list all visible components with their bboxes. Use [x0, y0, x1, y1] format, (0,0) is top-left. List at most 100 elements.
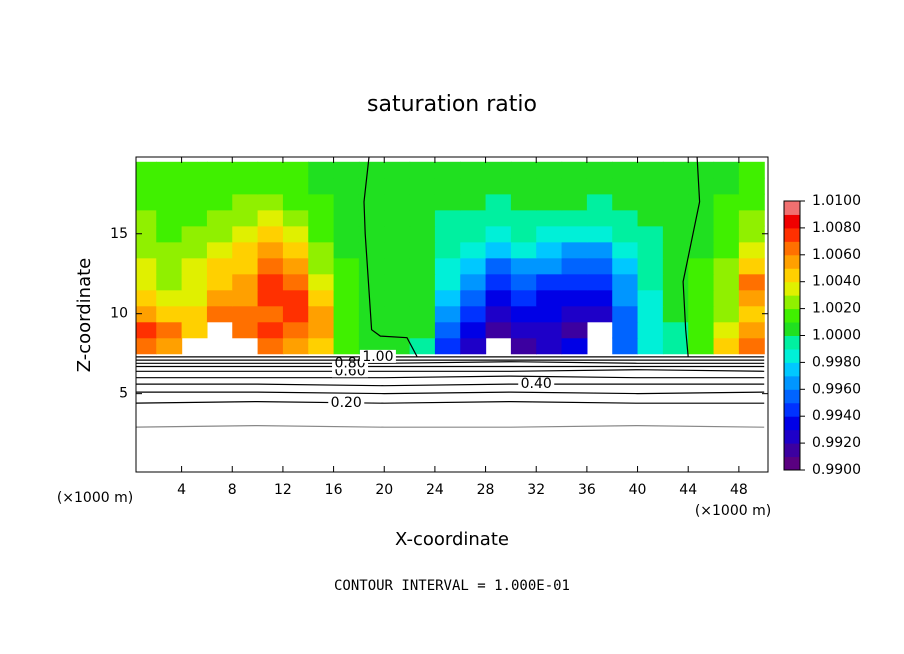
contour-line [136, 400, 765, 404]
field-cell [586, 177, 613, 195]
colorbar-swatch [784, 362, 800, 377]
field-cell [282, 273, 309, 291]
field-cell [612, 305, 639, 323]
field-cell [257, 161, 284, 179]
colorbar-tick-label: 0.9980 [812, 354, 861, 370]
field-cell [688, 273, 715, 291]
field-cell [409, 193, 436, 211]
colorbar-swatch [784, 443, 800, 458]
field-cell [232, 209, 259, 227]
field-cell [434, 257, 461, 275]
field-cell [409, 273, 436, 291]
field-cell [713, 273, 740, 291]
field-cell [384, 241, 411, 259]
field-cell [181, 193, 208, 211]
field-cell [713, 161, 740, 179]
contour-label: 0.80 [334, 355, 365, 371]
field-cell [384, 193, 411, 211]
field-cell [688, 305, 715, 323]
contour-label: 0.20 [331, 395, 362, 411]
field-cell [282, 161, 309, 179]
contour-line [136, 424, 765, 428]
field-cell [460, 193, 487, 211]
colorbar-tick-label: 0.9940 [812, 408, 861, 424]
field-cell [662, 241, 689, 259]
field-cell [662, 289, 689, 307]
contour-line [136, 361, 765, 364]
field-cell [662, 337, 689, 355]
field-cell [586, 289, 613, 307]
field-cell [688, 321, 715, 339]
field-cell [358, 209, 385, 227]
field-cell [156, 289, 183, 307]
field-cell [181, 209, 208, 227]
colorbar-swatch [784, 402, 800, 417]
field-cell [738, 241, 765, 259]
field-cell [257, 209, 284, 227]
field-cell [136, 225, 157, 243]
field-cell [384, 225, 411, 243]
field-cell [586, 273, 613, 291]
chart-title: saturation ratio [367, 92, 537, 117]
colorbar-swatch [784, 416, 800, 431]
colorbar-tick-label: 1.0000 [812, 328, 861, 344]
field-cell [257, 177, 284, 195]
field-cell [434, 241, 461, 259]
field-cell [460, 177, 487, 195]
field-cell [282, 241, 309, 259]
field-cell [232, 289, 259, 307]
field-cell [536, 177, 563, 195]
field-cell [181, 161, 208, 179]
field-cell [738, 161, 765, 179]
field-cell [738, 273, 765, 291]
field-cell [409, 337, 436, 355]
field-cell [612, 337, 639, 355]
y-tick-label: 15 [110, 226, 128, 242]
field-cell [358, 273, 385, 291]
field-cell [460, 273, 487, 291]
colorbar-tick-label: 1.0080 [812, 220, 861, 236]
field-cell [308, 177, 335, 195]
field-cell [485, 257, 512, 275]
field-cell [282, 209, 309, 227]
field-cell [688, 257, 715, 275]
field-cell [333, 273, 360, 291]
field-cell [586, 241, 613, 259]
field-cell [206, 257, 233, 275]
field-cell [282, 305, 309, 323]
field-cell [136, 241, 157, 259]
field-cell [409, 161, 436, 179]
field-cell [536, 289, 563, 307]
x-tick-label: 40 [629, 482, 647, 498]
field-cell [232, 321, 259, 339]
field-cell [181, 273, 208, 291]
field-cell [561, 193, 588, 211]
field-cell [688, 289, 715, 307]
field-cell [713, 193, 740, 211]
field-cell [612, 177, 639, 195]
field-cell [384, 305, 411, 323]
field-cell [510, 177, 537, 195]
field-cell [384, 273, 411, 291]
field-cell [637, 209, 664, 227]
field-cell [561, 305, 588, 323]
field-cell [536, 321, 563, 339]
field-cell [460, 289, 487, 307]
field-cell [282, 321, 309, 339]
field-cell [612, 161, 639, 179]
field-cell [485, 161, 512, 179]
field-cell [561, 257, 588, 275]
field-cell [136, 193, 157, 211]
plot-frame [135, 156, 769, 473]
colorbar-swatch [784, 322, 800, 336]
contour-line [136, 157, 765, 358]
field-cell [460, 337, 487, 355]
field-cell [434, 193, 461, 211]
field-cell [637, 161, 664, 179]
field-cell [738, 321, 765, 339]
field-cell [485, 193, 512, 211]
field-cell [358, 257, 385, 275]
field-cell [561, 273, 588, 291]
field-cell [713, 289, 740, 307]
field-cell [358, 225, 385, 243]
